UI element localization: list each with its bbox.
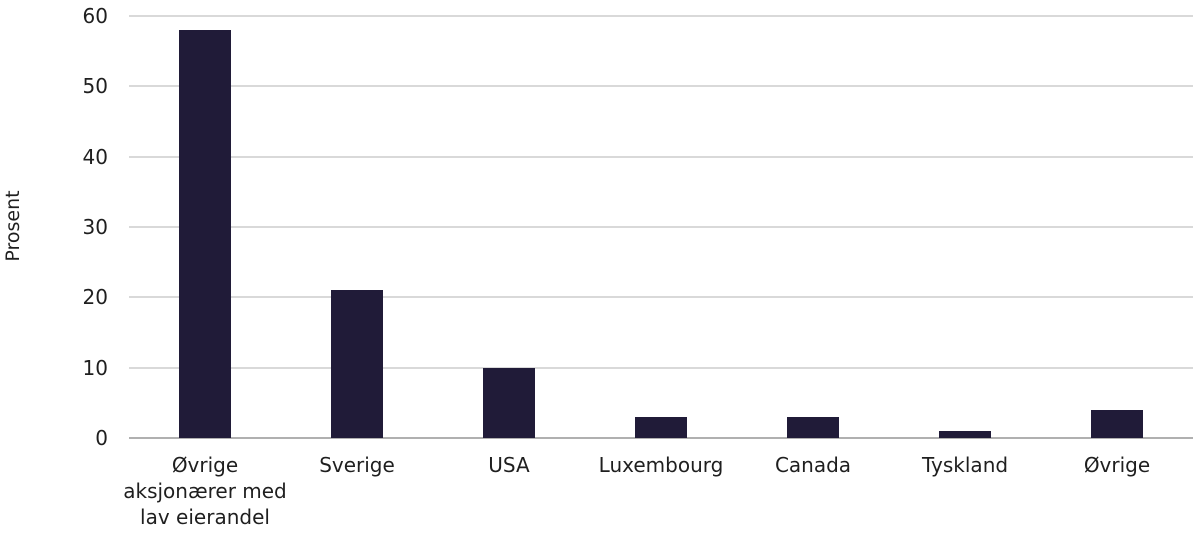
bar <box>635 416 687 438</box>
bar <box>179 30 231 438</box>
x-tick-label: Luxembourg <box>598 453 724 477</box>
x-tick-label: Øvrige <box>1083 453 1151 477</box>
x-axis-line <box>129 437 1193 439</box>
y-tick-label: 60 <box>82 4 108 28</box>
plot-area <box>129 15 1193 439</box>
x-tick-label: USA <box>488 453 530 477</box>
x-tick-label: Sverige <box>319 453 395 477</box>
y-tick-label: 0 <box>95 426 108 450</box>
gridline <box>129 15 1193 17</box>
y-tick-label: 20 <box>82 285 108 310</box>
bar <box>939 430 991 438</box>
gridline <box>129 366 1193 369</box>
y-tick-label: 10 <box>82 355 108 380</box>
gridline <box>129 296 1193 299</box>
y-tick-label: 50 <box>82 74 108 99</box>
y-tick-label: 40 <box>82 144 108 169</box>
gridline <box>129 155 1193 158</box>
bar <box>1091 409 1143 438</box>
x-tick-label: Tyskland <box>921 453 1009 477</box>
bar <box>787 416 839 438</box>
x-tick-label: Canada <box>774 453 852 477</box>
gridline <box>129 226 1193 228</box>
x-tick-label: Øvrige aksjonærer med lav eierandel <box>123 453 287 529</box>
y-axis-title: Prosent <box>2 190 24 262</box>
gridline <box>129 85 1193 88</box>
bar <box>331 290 383 438</box>
bar <box>483 367 535 438</box>
y-tick-label: 30 <box>82 215 108 239</box>
